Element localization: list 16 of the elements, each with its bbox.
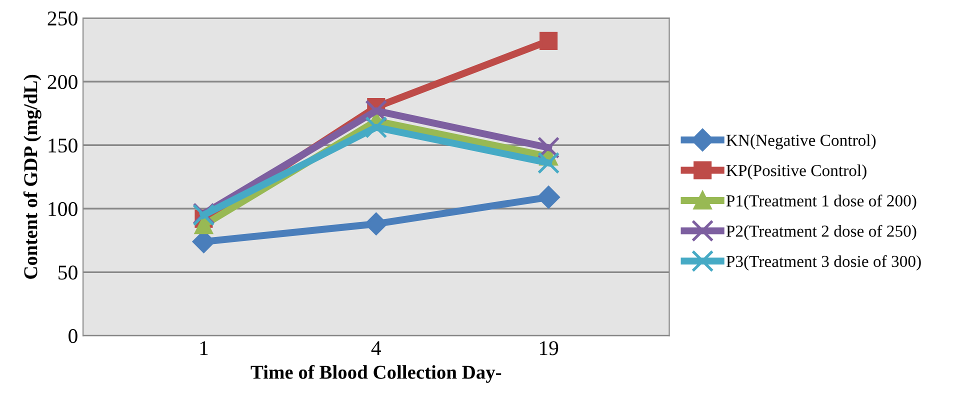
- legend-label: P3(Treatment 3 dosie of 300): [726, 255, 921, 270]
- y-tick-label: 0: [68, 329, 78, 344]
- legend-label: P2(Treatment 2 dose of 250): [726, 224, 916, 240]
- y-tick-label: 250: [48, 11, 78, 26]
- y-axis-title: Content of GDP (mg/dL): [23, 74, 42, 279]
- x-tick-label: 19: [540, 341, 558, 356]
- y-tick-label: 50: [58, 266, 78, 280]
- y-tick-label: 150: [48, 138, 78, 153]
- legend-label: KP(Positive Control): [726, 164, 866, 180]
- y-tick-label: 200: [48, 74, 78, 90]
- x-axis-title: Time of Blood Collection Day-: [250, 364, 502, 383]
- legend-label: P1(Treatment 1 dose of 200): [726, 194, 916, 210]
- legend-label: KN(Negative Control): [726, 134, 876, 150]
- y-tick-label: 100: [48, 202, 78, 216]
- x-tick-label: 1: [200, 341, 208, 355]
- x-tick-label: 4: [371, 341, 382, 355]
